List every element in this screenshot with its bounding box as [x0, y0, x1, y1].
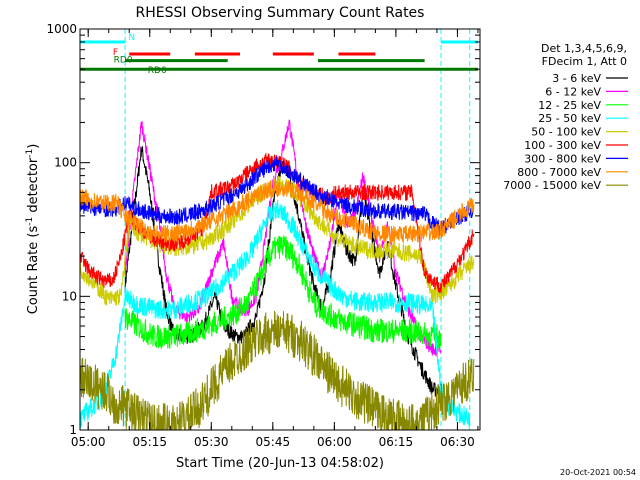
flag-label: RD6: [148, 66, 167, 76]
series-line-3: [124, 235, 442, 350]
y-tick-label: 10: [62, 289, 77, 303]
y-tick-label: 1: [69, 423, 77, 437]
y-axis-label-part: ): [26, 144, 41, 149]
x-tick-label: 05:30: [194, 435, 229, 449]
legend-label: 100 - 300 keV: [524, 139, 601, 152]
legend-header: FDecim 1, Att 0: [542, 55, 627, 68]
legend-header: Det 1,3,4,5,6,9,: [541, 42, 627, 55]
legend-label: 12 - 25 keV: [538, 99, 601, 112]
series-line-4: [80, 199, 471, 430]
flag-label: F: [113, 48, 118, 58]
legend-label: 6 - 12 keV: [545, 85, 601, 98]
y-axis-label-part: -1: [25, 149, 35, 158]
y-axis-label-part: detector: [26, 157, 41, 217]
x-tick-label: 05:15: [132, 435, 167, 449]
x-tick-label: 06:30: [440, 435, 475, 449]
x-tick-label: 05:45: [256, 435, 291, 449]
series-line-9: [80, 310, 475, 430]
chart-title: RHESSI Observing Summary Count Rates: [136, 5, 425, 21]
series-line-7: [80, 156, 475, 236]
y-tick-label: 100: [54, 156, 77, 170]
y-tick-label: 1000: [46, 22, 77, 36]
legend: Det 1,3,4,5,6,9,FDecim 1, Att 0 3 - 6 keV…: [503, 42, 628, 192]
x-tick-label: 06:15: [379, 435, 414, 449]
legend-label: 300 - 800 keV: [524, 152, 601, 165]
flag-label: N: [128, 33, 135, 43]
flag-label: RD0: [114, 56, 133, 66]
y-axis-label-part: -1: [25, 217, 35, 226]
legend-label: 7000 - 15000 keV: [503, 179, 601, 192]
timestamp: 20-Oct-2021 00:54: [560, 468, 636, 477]
legend-label: 3 - 6 keV: [552, 72, 601, 85]
y-axis-label: Count Rate (s-1 detector-1): [25, 144, 41, 315]
x-tick-label: 06:00: [317, 435, 352, 449]
series-line-8: [80, 179, 475, 244]
y-axis: 1 10 100 1000: [46, 22, 480, 437]
plot-frame: [79, 28, 481, 431]
y-axis-label-part: Count Rate (s: [26, 226, 41, 315]
x-tick-label: 05:00: [71, 435, 106, 449]
legend-label: 800 - 7000 keV: [517, 166, 601, 179]
x-axis: 05:00 05:15 05:30 05:45 06:00 06:15 06:30: [71, 29, 479, 449]
legend-label: 50 - 100 keV: [531, 126, 601, 139]
legend-label: 25 - 50 keV: [538, 112, 601, 125]
x-axis-label: Start Time (20-Jun-13 04:58:02): [176, 456, 384, 471]
